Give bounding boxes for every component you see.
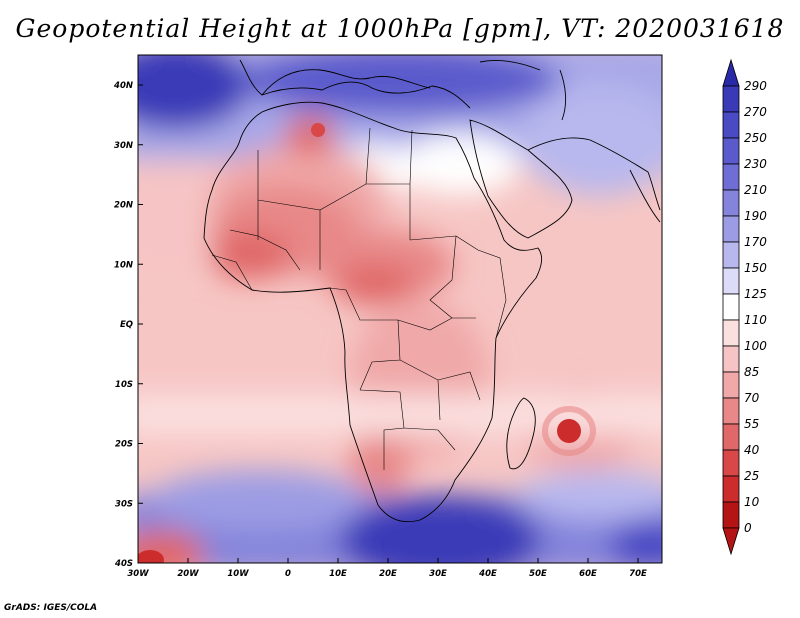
colorbar-label: 210: [744, 183, 767, 197]
coastlines: [203, 59, 661, 523]
lon-label: 30W: [127, 569, 149, 579]
colorbar-segment: [722, 215, 740, 243]
lon-label: 40E: [478, 569, 497, 579]
lon-label: 70E: [629, 569, 647, 579]
lat-label: 20N: [114, 201, 133, 211]
colorbar-segment: [722, 345, 740, 373]
lat-label: 10S: [115, 380, 133, 390]
colorbar-segment: [722, 319, 740, 347]
colorbar-label: 70: [744, 391, 760, 405]
colorbar-label: 40: [744, 443, 760, 457]
lat-label: 20S: [115, 440, 133, 450]
colorbar-label: 0: [744, 521, 752, 535]
colorbar-label: 270: [744, 105, 767, 119]
lon-label: 60E: [579, 569, 597, 579]
colorbar: 2902702502302101901701501251101008570554…: [722, 58, 767, 556]
lat-label: 10N: [114, 260, 133, 270]
colorbar-label: 190: [744, 209, 767, 223]
lat-label: 30N: [114, 141, 133, 151]
lon-label: 30E: [429, 569, 447, 579]
plot-frame: [137, 54, 663, 564]
lat-label: 40S: [114, 559, 133, 569]
colorbar-label: 230: [744, 157, 767, 171]
lon-label: 10E: [329, 569, 347, 579]
colorbar-segment: [722, 423, 740, 451]
colorbar-label: 250: [744, 131, 767, 145]
colorbar-label: 170: [744, 235, 767, 249]
colorbar-segment: [722, 137, 740, 165]
colorbar-label: 125: [744, 287, 767, 301]
colorbar-label: 55: [744, 417, 759, 431]
latitude-axis: 40N 30N 20N 10N EQ 10S 20S 30S 40S: [113, 81, 143, 569]
lon-label: 20W: [177, 569, 199, 579]
country-borders: [211, 127, 507, 470]
lon-label: 20E: [379, 569, 397, 579]
colorbar-segment: [722, 449, 740, 477]
colorbar-segment: [722, 293, 740, 321]
credit-label: GrADS: IGES/COLA: [4, 603, 98, 613]
lat-label: 30S: [115, 499, 133, 509]
colorbar-segment: [722, 501, 740, 529]
colorbar-label: 290: [744, 79, 767, 93]
colorbar-bottom-arrow: [722, 527, 740, 556]
colorbar-segment: [722, 163, 740, 191]
colorbar-label: 10: [744, 495, 760, 509]
colorbar-label: 85: [744, 365, 759, 379]
lon-label: 50E: [529, 569, 547, 579]
height-field: [138, 55, 662, 563]
colorbar-label: 150: [744, 261, 767, 275]
colorbar-top-arrow: [722, 58, 740, 87]
colorbar-segment: [722, 111, 740, 139]
chart-title: Geopotential Height at 1000hPa [gpm], VT…: [15, 14, 785, 43]
colorbar-segment: [722, 475, 740, 503]
colorbar-label: 25: [744, 469, 759, 483]
colorbar-segment: [722, 189, 740, 217]
colorbar-label: 110: [744, 313, 767, 327]
lat-label: 40N: [113, 81, 133, 91]
longitude-axis: 30W 20W 10W 0 10E 20E 30E 40E 50E 60E 70E: [127, 558, 647, 579]
colorbar-label: 100: [744, 339, 767, 353]
lat-label: EQ: [120, 320, 133, 330]
lon-label: 0: [285, 569, 291, 579]
colorbar-segment: [722, 371, 740, 399]
colorbar-segment: [722, 241, 740, 269]
lon-label: 10W: [227, 569, 249, 579]
colorbar-segment: [722, 267, 740, 295]
colorbar-segment: [722, 85, 740, 113]
colorbar-segment: [722, 397, 740, 425]
